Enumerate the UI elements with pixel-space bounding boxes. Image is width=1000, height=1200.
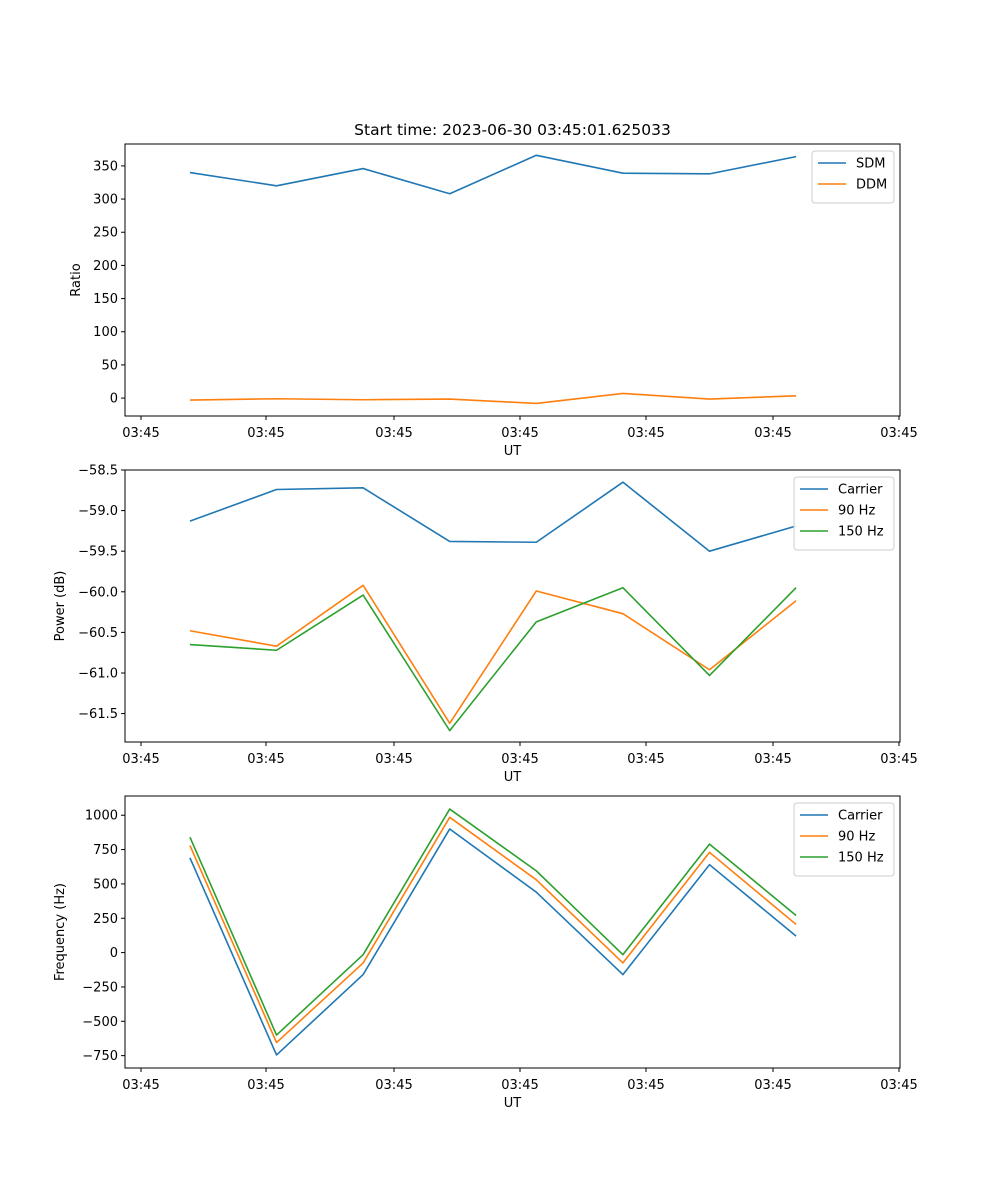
x-tick-label: 03:45 — [880, 1078, 917, 1093]
x-tick-label: 03:45 — [501, 426, 538, 441]
legend-label: 150 Hz — [838, 851, 884, 866]
y-tick-label: 350 — [93, 159, 118, 174]
legend-label: 90 Hz — [838, 504, 875, 519]
y-tick-label: 50 — [101, 358, 118, 373]
y-tick-label: −250 — [82, 980, 118, 995]
series-line-carrier — [189, 481, 797, 552]
axes-frame — [124, 143, 901, 417]
x-axis-label: UT — [504, 444, 522, 459]
x-tick-label: 03:45 — [501, 1078, 538, 1093]
legend-label: DDM — [856, 178, 887, 193]
x-tick-label: 03:45 — [754, 1078, 791, 1093]
x-tick-label: 03:45 — [122, 1078, 159, 1093]
x-tick-label: 03:45 — [880, 426, 917, 441]
series-line-90-hz — [189, 584, 797, 725]
legend-box — [811, 150, 895, 204]
y-tick-label: −60.0 — [78, 585, 118, 600]
y-tick-label: 1000 — [85, 809, 118, 824]
frequency-panel: −750 −500 −250 0 250 500 750 1000 03:45 03:45 03:4… — [53, 795, 918, 1111]
x-tick-label: 03:45 — [247, 1078, 284, 1093]
x-tick-label: 03:45 — [247, 752, 284, 767]
legend-label: Carrier — [838, 483, 883, 498]
series-line-90-hz — [189, 816, 797, 1044]
x-tick-label: 03:45 — [375, 426, 412, 441]
y-tick-label: −61.5 — [78, 707, 118, 722]
series-line-150-hz — [189, 808, 797, 1036]
y-tick-label: 500 — [93, 877, 118, 892]
x-tick-label: 03:45 — [375, 752, 412, 767]
y-axis-label: Ratio — [69, 263, 84, 296]
y-tick-label: −60.5 — [78, 626, 118, 641]
y-tick-label: −59.5 — [78, 545, 118, 560]
y-tick-label: 200 — [93, 259, 118, 274]
legend-label: SDM — [856, 157, 885, 172]
x-tick-label: 03:45 — [880, 752, 917, 767]
y-tick-label: −59.0 — [78, 504, 118, 519]
legend-label: Carrier — [838, 809, 883, 824]
x-axis-label: UT — [504, 1096, 522, 1111]
y-tick-label: 250 — [93, 226, 118, 241]
power-panel: −61.5 −61.0 −60.5 −60.0 −59.5 −59.0 −58.5 03:45… — [53, 464, 918, 786]
series-line-carrier — [189, 828, 797, 1056]
x-tick-label: 03:45 — [247, 426, 284, 441]
legend-label: 150 Hz — [838, 525, 884, 540]
series-line-ddm — [189, 392, 797, 405]
x-tick-label: 03:45 — [627, 426, 664, 441]
y-tick-label: 0 — [110, 392, 118, 407]
chart-title: Start time: 2023-06-30 03:45:01.625033 — [354, 121, 671, 139]
axes-frame — [124, 469, 901, 743]
legend-label: 90 Hz — [838, 830, 875, 845]
x-tick-label: 03:45 — [627, 1078, 664, 1093]
x-tick-label: 03:45 — [122, 426, 159, 441]
x-tick-label: 03:45 — [375, 1078, 412, 1093]
y-tick-label: −61.0 — [78, 666, 118, 681]
y-tick-label: 300 — [93, 193, 118, 208]
y-tick-label: 750 — [93, 843, 118, 858]
x-tick-label: 03:45 — [122, 752, 159, 767]
y-tick-label: 150 — [93, 292, 118, 307]
series-line-sdm — [189, 154, 797, 195]
x-tick-label: 03:45 — [754, 752, 791, 767]
series-line-150-hz — [189, 586, 797, 732]
y-axis-label: Frequency (Hz) — [53, 883, 68, 981]
ratio-panel: 0 50 100 150 200 250 300 350 03:45 03:45 03:45 03:4… — [69, 121, 918, 459]
axes-frame — [124, 795, 901, 1069]
y-axis-label: Power (dB) — [53, 571, 68, 642]
y-tick-label: −750 — [82, 1049, 118, 1064]
y-tick-label: 250 — [93, 912, 118, 927]
y-tick-label: −500 — [82, 1015, 118, 1030]
y-tick-label: 100 — [93, 325, 118, 340]
y-tick-label: 0 — [110, 946, 118, 961]
x-tick-label: 03:45 — [501, 752, 538, 767]
x-tick-label: 03:45 — [754, 426, 791, 441]
x-axis-label: UT — [504, 770, 522, 785]
x-tick-label: 03:45 — [627, 752, 664, 767]
y-tick-label: −58.5 — [78, 464, 118, 479]
